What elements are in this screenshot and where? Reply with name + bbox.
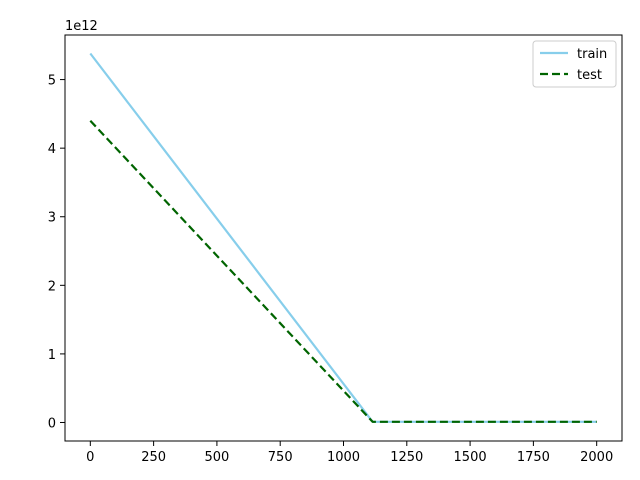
y-axis: 0 1 2 3 4 5 <box>48 74 65 431</box>
x-tick-label: 2000 <box>580 450 613 465</box>
series-layer <box>89 52 597 423</box>
legend-label-test: test <box>577 68 602 83</box>
x-axis: 0 250 500 750 1000 1250 1500 1750 2000 <box>86 441 613 465</box>
series-line-test <box>89 119 597 423</box>
x-tick-label: 500 <box>204 450 229 465</box>
legend-label-train: train <box>577 47 607 62</box>
x-tick-label: 250 <box>141 450 166 465</box>
y-axis-offset-label: 1e12 <box>65 19 98 34</box>
y-tick-label: 4 <box>48 142 56 157</box>
x-tick-label: 1750 <box>517 450 550 465</box>
legend: train test <box>532 40 617 88</box>
y-tick-label: 1 <box>48 348 56 363</box>
y-tick-label: 3 <box>48 211 56 226</box>
x-tick-label: 750 <box>268 450 293 465</box>
y-tick-label: 2 <box>48 279 56 294</box>
x-tick-label: 1000 <box>327 450 360 465</box>
y-tick-label: 5 <box>48 74 56 89</box>
x-tick-label: 0 <box>86 450 94 465</box>
x-tick-label: 1250 <box>390 450 423 465</box>
y-tick-label: 0 <box>48 416 56 431</box>
x-tick-label: 1500 <box>454 450 487 465</box>
